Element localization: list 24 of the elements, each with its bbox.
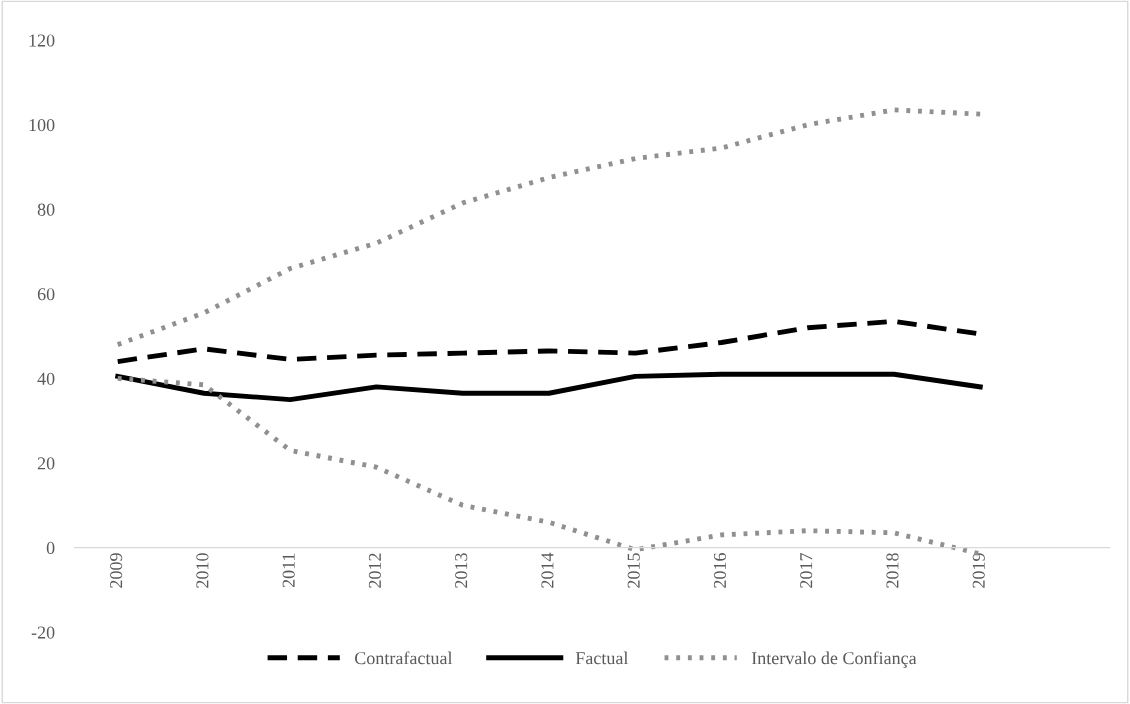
x-tick-label: 2009	[110, 553, 123, 588]
legend-label: Factual	[575, 651, 629, 665]
y-tick-label: 40	[37, 372, 55, 385]
x-tick-label: 2014	[541, 552, 554, 588]
y-tick-label: 60	[37, 288, 55, 301]
x-tick-label: 2018	[886, 553, 899, 588]
x-tick-label: 2016	[713, 553, 727, 588]
y-tick-label: 80	[37, 203, 55, 216]
y-tick-label: 0	[46, 541, 55, 555]
y-tick-label: -20	[31, 626, 55, 639]
x-tick-label: 2013	[455, 553, 468, 588]
y-tick-label: 100	[29, 118, 55, 132]
x-tick-label: 2011	[282, 553, 295, 588]
x-tick-label: 2019	[972, 553, 985, 588]
x-tick-label: 2012	[368, 553, 381, 588]
x-tick-label: 2015	[627, 553, 640, 588]
line-series	[115, 107, 983, 348]
x-tick-label: 2010	[196, 553, 209, 588]
y-tick-label: 20	[37, 457, 55, 470]
line-series	[115, 371, 983, 403]
legend-label: Intervalo de Confiança	[751, 651, 917, 668]
x-tick-label: 2017	[800, 552, 813, 588]
y-tick-label: 120	[29, 34, 55, 47]
legend-label: Contrafactual	[355, 651, 453, 665]
